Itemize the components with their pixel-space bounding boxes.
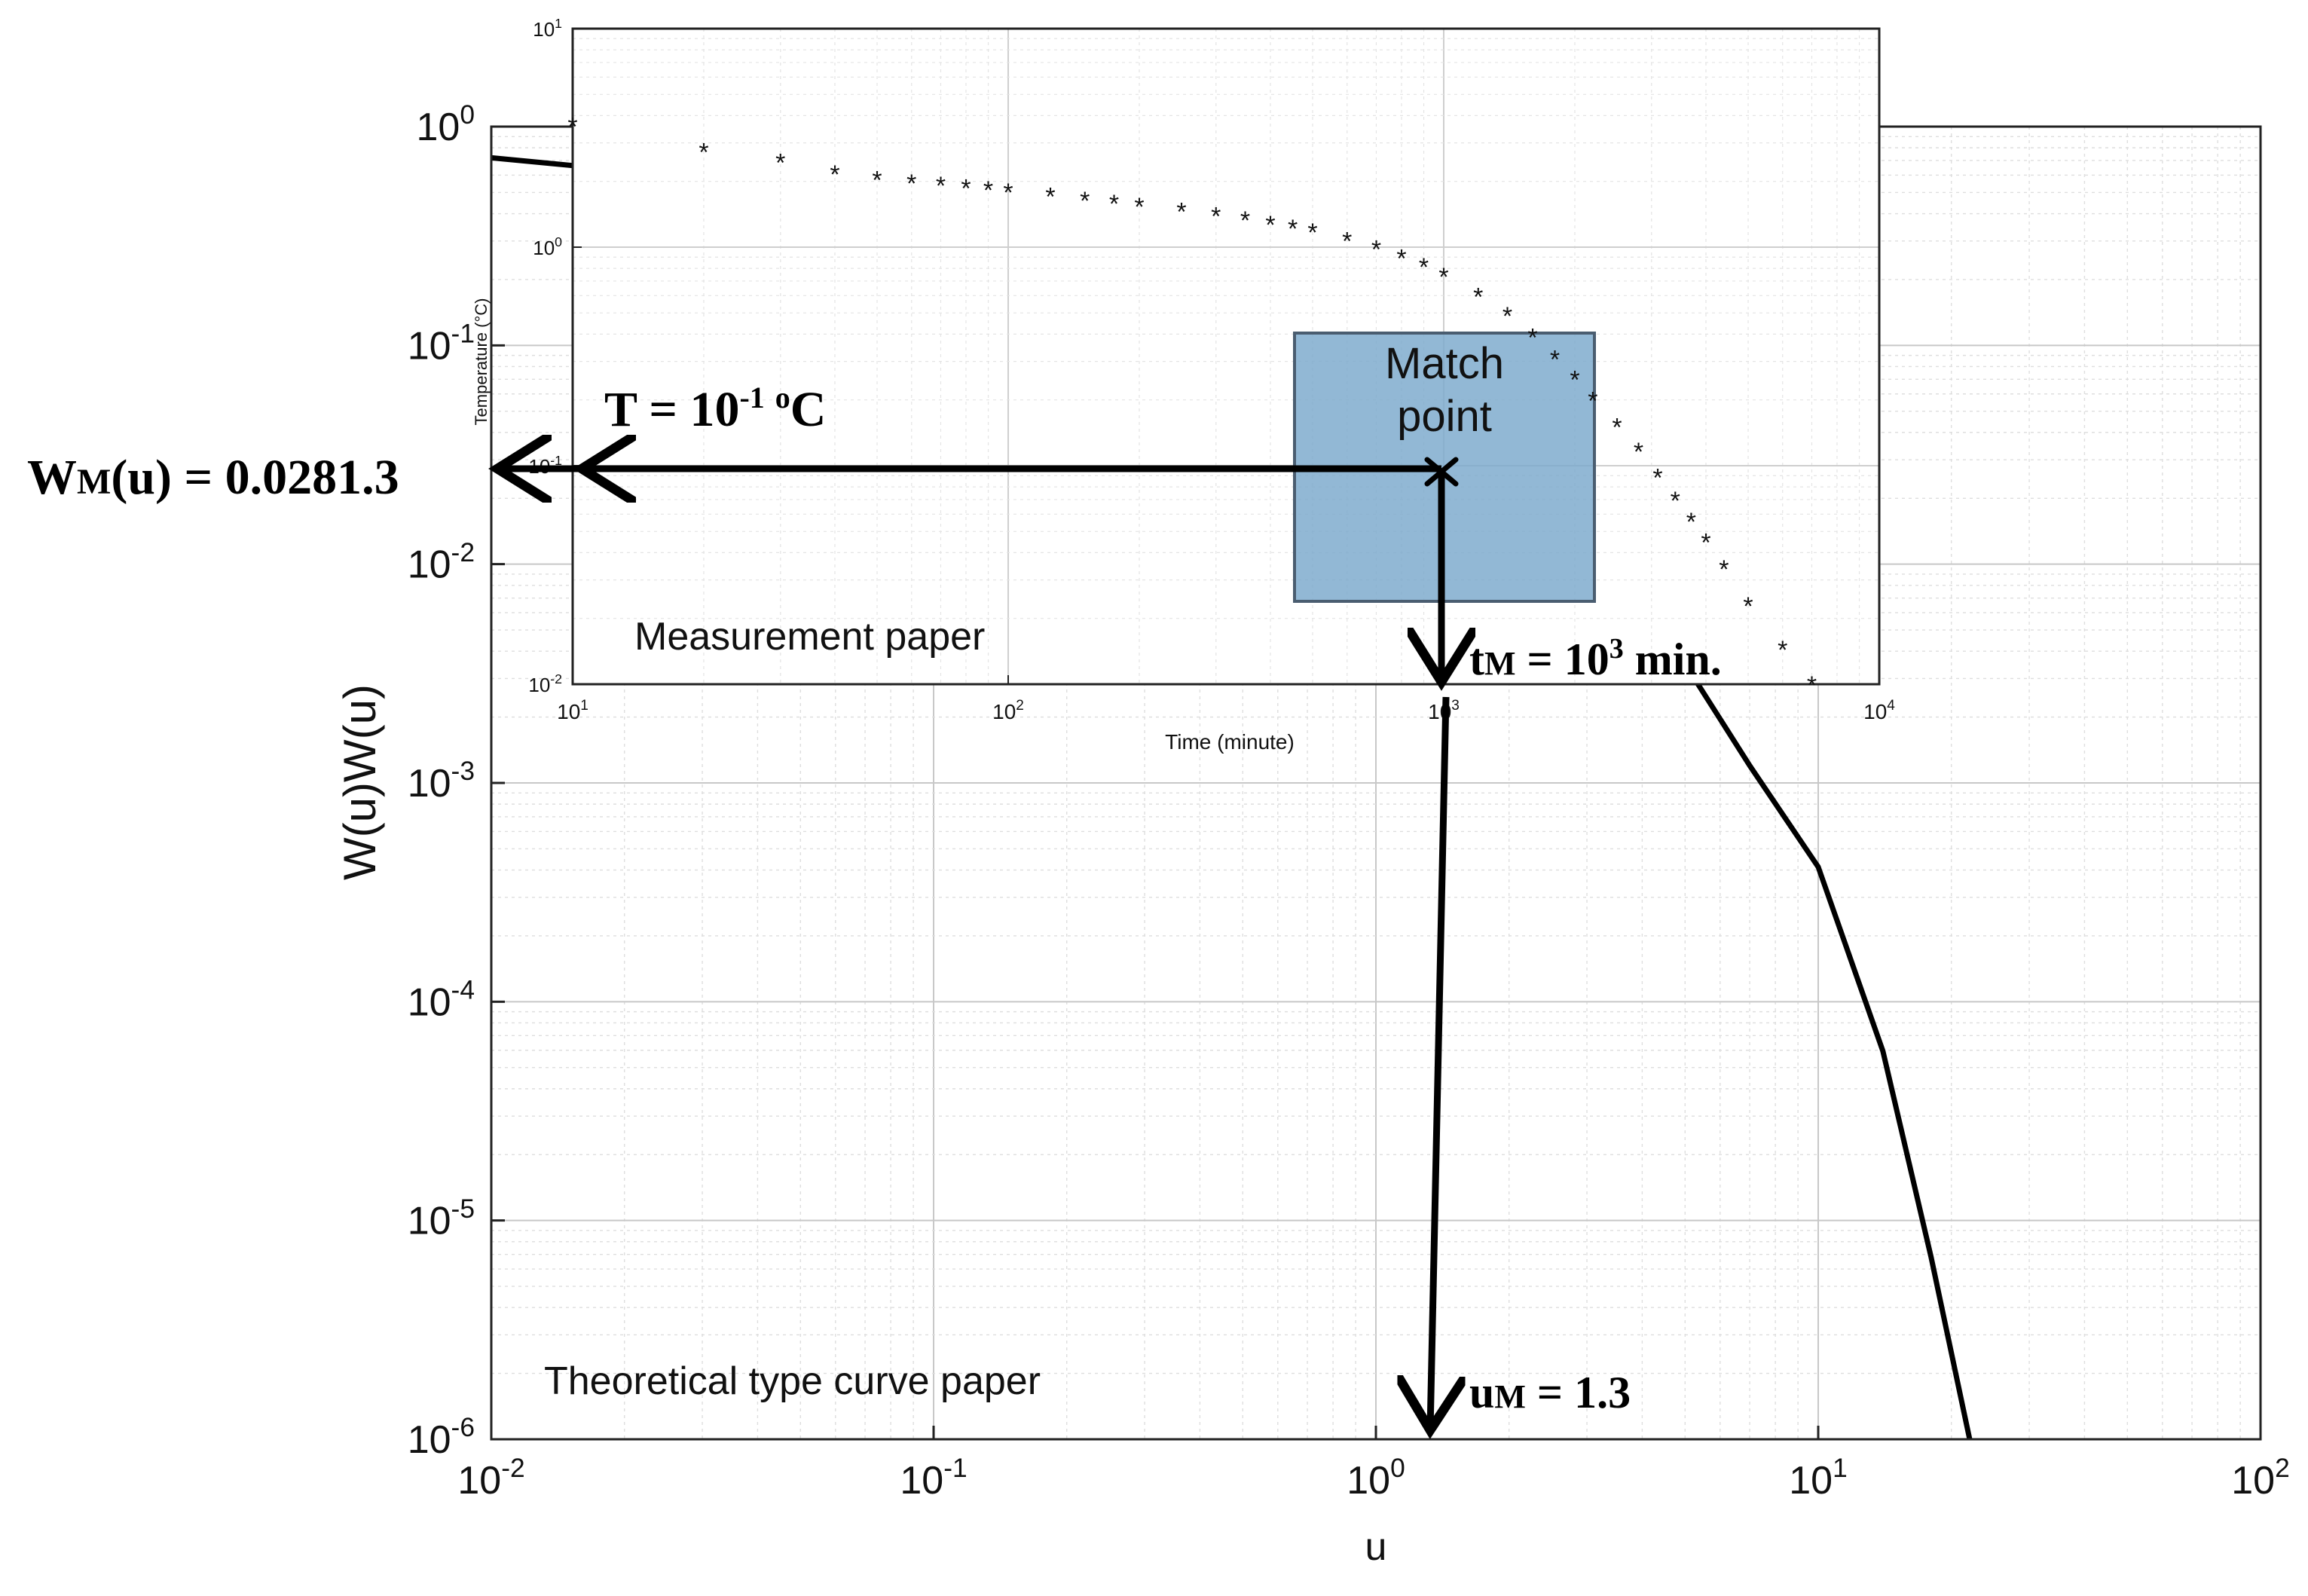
measurement-point: * — [1719, 555, 1729, 584]
main-x-axis-label: u — [1365, 1525, 1387, 1569]
main-y-tick-label: 10-1 — [408, 319, 475, 368]
measurement-paper-label: Measurement paper — [634, 615, 985, 659]
main-y-axis-label: W(u)W(u) — [335, 684, 385, 880]
measurement-point: * — [1527, 324, 1537, 353]
inset-grid — [572, 29, 1879, 685]
measurement-point: * — [1807, 671, 1817, 700]
measurement-point: * — [1265, 211, 1275, 240]
main-y-tick-label: 10-6 — [408, 1413, 475, 1462]
inset-scatter-layer: * * * * * * * * * * * * * * * * * * * * * * * * * * * * * * * * * * * * * * * *… — [567, 113, 1817, 700]
measurement-point: * — [1743, 592, 1753, 621]
inset-background — [573, 29, 1879, 684]
theoretical-paper-label: Theoretical type curve paper — [544, 1359, 1041, 1403]
inset-x-tick-label: 102 — [992, 698, 1024, 723]
measurement-point: * — [1634, 438, 1643, 466]
measurement-point: * — [1211, 203, 1221, 231]
main-x-tick-label: 10-2 — [457, 1454, 524, 1503]
inset-y-tick-label: 101 — [533, 16, 562, 41]
measurement-point: * — [1652, 464, 1662, 493]
measurement-point: * — [1438, 263, 1448, 292]
measurement-point: * — [1396, 244, 1406, 273]
main-y-tick-label: 10-5 — [408, 1194, 475, 1243]
measurement-point: * — [1240, 206, 1250, 235]
main-y-tick-label: 10-4 — [408, 975, 475, 1024]
measurement-point: * — [1080, 187, 1090, 216]
measurement-point: * — [1778, 636, 1787, 665]
measurement-point: * — [1342, 227, 1352, 255]
measurement-point: * — [1307, 219, 1317, 247]
time-match-label: tM = 103 min. — [1469, 633, 1722, 684]
measurement-point: * — [1701, 529, 1710, 558]
measurement-point: * — [1671, 487, 1680, 515]
inset-axes-frame — [571, 27, 1881, 686]
measurement-point: * — [936, 172, 946, 200]
annotation-arrows — [497, 469, 1446, 1430]
measurement-point: * — [961, 174, 971, 203]
measurement-point: * — [1176, 197, 1186, 226]
main-y-tick-label: 10-2 — [408, 538, 475, 587]
measurement-point: * — [699, 139, 708, 167]
measurement-point: * — [567, 113, 577, 142]
main-x-tick-label: 100 — [1347, 1454, 1405, 1503]
measurement-point: * — [1588, 387, 1597, 416]
measurement-point: * — [1502, 302, 1512, 331]
inset-x-axis-label: Time (minute) — [1165, 730, 1295, 754]
measurement-point: * — [1612, 413, 1622, 442]
measurement-point: * — [830, 161, 839, 189]
measurement-point: * — [983, 176, 993, 205]
main-x-tick-label: 10-1 — [900, 1454, 967, 1503]
measurement-point: * — [872, 167, 882, 195]
main-x-tick-label: 102 — [2231, 1454, 2290, 1503]
inset-x-tick-label: 101 — [557, 698, 588, 723]
inset-x-tick-label: 104 — [1863, 698, 1895, 723]
temperature-match-label: T = 10-1 oC — [604, 381, 826, 437]
inset-y-axis-label: Temperature (°C) — [472, 298, 491, 426]
main-y-tick-label: 100 — [416, 100, 475, 149]
measurement-point: * — [1686, 508, 1696, 537]
measurement-point: * — [1045, 183, 1055, 212]
u-match-label: uM = 1.3 — [1469, 1368, 1631, 1417]
measurement-point: * — [775, 149, 785, 178]
measurement-point: * — [1003, 179, 1013, 207]
measurement-point: * — [906, 170, 916, 198]
measurement-point: * — [1473, 283, 1483, 311]
inset-y-tick-label: 10-2 — [528, 671, 562, 696]
w-match-label: WM(u) = 0.0281.3 — [27, 450, 399, 505]
measurement-point: * — [1570, 366, 1579, 395]
measurement-point: * — [1371, 235, 1381, 264]
measurement-point: * — [1419, 253, 1429, 282]
measurement-point: * — [1134, 193, 1144, 222]
main-y-tick-label: 10-3 — [408, 757, 475, 806]
main-tick-layer: 10-2 10-1 100 101 102 100 10-1 10-2 10-3 10-4 10-5… — [408, 100, 2290, 1503]
main-x-tick-label: 101 — [1789, 1454, 1848, 1503]
match-point-label-line1: Match — [1385, 339, 1504, 388]
match-point-label-line2: point — [1397, 392, 1492, 441]
measurement-point: * — [1109, 190, 1119, 219]
measurement-point: * — [1550, 346, 1560, 375]
measurement-point: * — [1288, 215, 1298, 243]
arrow-to-main-x-axis — [1430, 696, 1446, 1430]
inset-y-tick-label: 100 — [533, 234, 562, 259]
